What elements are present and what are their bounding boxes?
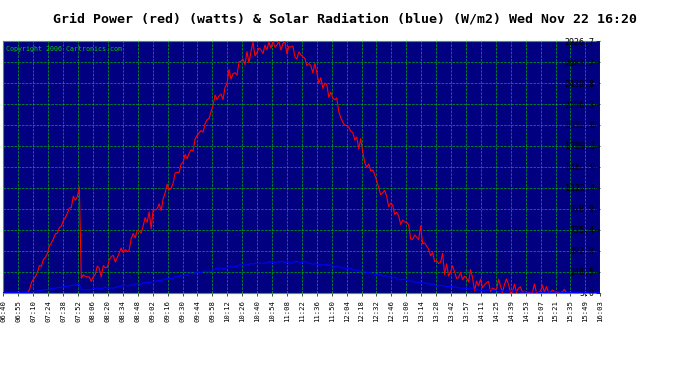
Text: Grid Power (red) (watts) & Solar Radiation (blue) (W/m2) Wed Nov 22 16:20: Grid Power (red) (watts) & Solar Radiati… — [53, 12, 637, 25]
Text: Copyright 2006 Cartronics.com: Copyright 2006 Cartronics.com — [6, 46, 122, 52]
